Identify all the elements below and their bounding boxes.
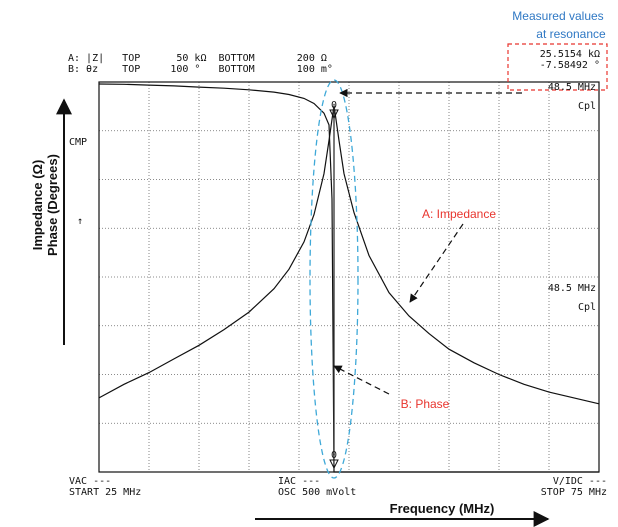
header-b-line: B: θz TOP 100 ° BOTTOM 100 m°: [68, 64, 333, 75]
footer-stop: STOP 75 MHz: [541, 487, 607, 498]
cmp-label: CMP: [69, 137, 87, 148]
impedance-curve: [98, 105, 600, 405]
marker-symbol-bottom: 0: [331, 450, 337, 461]
marker-triangle-top: [329, 109, 339, 120]
impedance-annotation: A: Impedance: [422, 207, 496, 221]
header-a-line: A: |Z| TOP 50 kΩ BOTTOM 200 Ω: [68, 53, 327, 64]
y-axis-label-2: Phase (Degrees): [45, 154, 60, 256]
side-arrow: ↑: [77, 216, 83, 227]
footer-vac: VAC ---: [69, 476, 111, 487]
measured-values-label-1: Measured values: [512, 9, 603, 23]
measured-values-box: [507, 43, 608, 91]
footer-start: START 25 MHz: [69, 487, 141, 498]
grid-lines: [99, 82, 599, 472]
marker-mode-top: Cpl: [578, 101, 596, 112]
impedance-annotation-arrow: [409, 223, 464, 303]
marker-triangle-bottom: [329, 459, 339, 470]
readout-impedance: 25.5154 kΩ: [540, 49, 600, 60]
footer-iac: IAC ---: [278, 476, 320, 487]
phase-annotation: B: Phase: [401, 397, 450, 411]
phase-curve: [98, 83, 599, 473]
resonance-ellipse: [309, 79, 359, 479]
marker-mode-mid: Cpl: [578, 302, 596, 313]
marker-symbol-top: 0: [331, 100, 337, 111]
y-axis-label-1: Impedance (Ω): [30, 160, 45, 251]
marker-freq-mid: 48.5 MHz: [548, 283, 596, 294]
phase-annotation-arrow: [333, 365, 390, 395]
footer-vidc: V/IDC ---: [553, 476, 607, 487]
x-axis-label: Frequency (MHz): [390, 501, 495, 516]
measured-values-label-2: at resonance: [536, 27, 606, 41]
marker-freq-top: 48.5 MHz: [548, 82, 596, 93]
footer-osc: OSC 500 mVolt: [278, 487, 356, 498]
readout-phase: -7.58492 °: [540, 60, 600, 71]
